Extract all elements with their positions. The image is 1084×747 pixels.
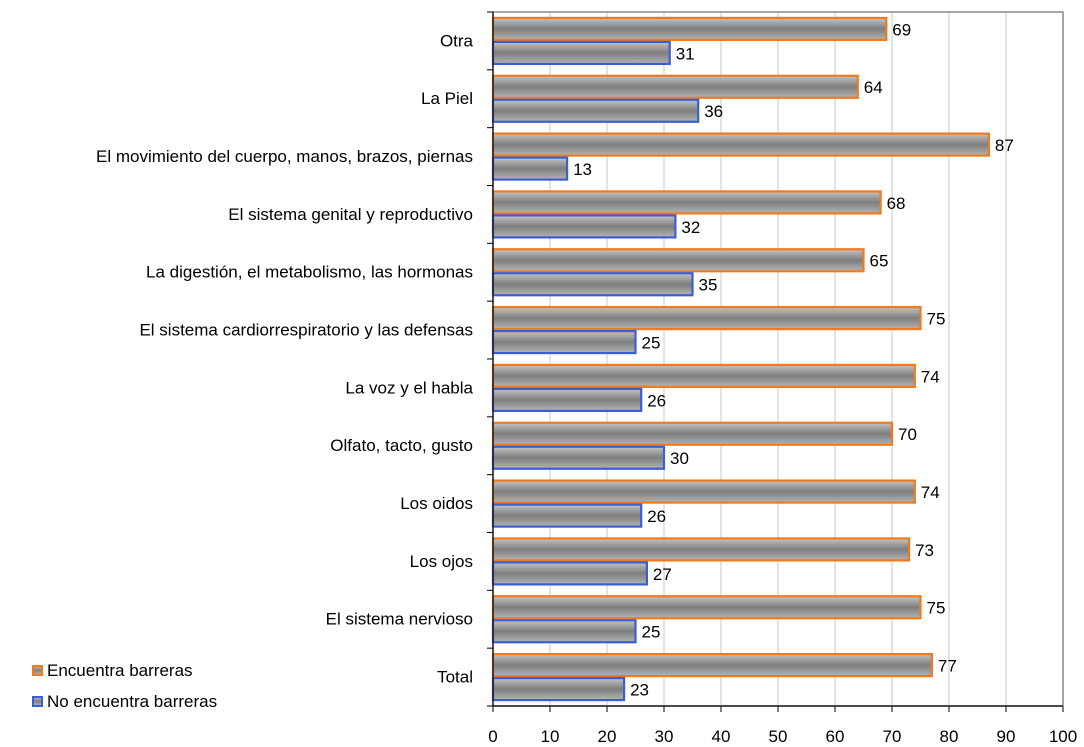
data-label: 77 <box>938 657 957 676</box>
data-label: 68 <box>887 194 906 213</box>
bar-encuentra <box>491 248 865 273</box>
data-label: 87 <box>995 136 1014 155</box>
bar-encuentra <box>491 479 916 504</box>
x-tick-label: 80 <box>940 727 959 746</box>
data-label: 36 <box>704 102 723 121</box>
bar-encuentra <box>491 305 922 331</box>
bar-no-encuentra <box>491 329 637 355</box>
bar-no-encuentra <box>491 214 677 239</box>
category-label: Olfato, tacto, gusto <box>330 436 473 455</box>
category-label: Los oidos <box>400 494 473 513</box>
data-label: 35 <box>699 276 718 295</box>
legend-item-encuentra: Encuentra barreras <box>32 655 217 686</box>
legend-label-encuentra: Encuentra barreras <box>47 660 193 680</box>
data-label: 27 <box>653 565 672 584</box>
bar-no-encuentra <box>491 445 666 470</box>
bar-encuentra <box>491 132 990 157</box>
category-label: Otra <box>440 31 474 50</box>
x-tick-label: 90 <box>997 727 1016 746</box>
x-tick-label: 100 <box>1049 727 1077 746</box>
category-label: La digestión, el metabolismo, las hormon… <box>146 263 473 282</box>
data-label: 26 <box>647 507 666 526</box>
legend-swatch-encuentra <box>32 665 43 676</box>
legend-swatch-no-encuentra <box>32 696 43 707</box>
data-label: 25 <box>642 334 661 353</box>
bar-no-encuentra <box>491 676 626 702</box>
data-label: 74 <box>921 483 940 502</box>
data-label: 30 <box>670 449 689 468</box>
legend-label-no-encuentra: No encuentra barreras <box>47 691 218 711</box>
x-tick-label: 30 <box>655 727 674 746</box>
data-label: 70 <box>898 425 917 444</box>
bar-encuentra <box>491 16 888 42</box>
labels: 69 31 Otra 64 36 La Piel 87 13 El movimiento del… <box>96 20 1014 699</box>
data-label: 65 <box>870 252 889 271</box>
data-label: 25 <box>642 623 661 642</box>
category-label: El sistema genital y reproductivo <box>228 205 473 224</box>
bar-encuentra <box>491 190 882 215</box>
legend-item-no-encuentra: No encuentra barreras <box>32 686 217 717</box>
data-label: 64 <box>864 78 883 97</box>
bar-encuentra <box>491 421 894 446</box>
data-label: 32 <box>681 218 700 237</box>
bar-encuentra <box>491 74 859 99</box>
data-label: 23 <box>630 681 649 700</box>
category-label: La Piel <box>421 89 473 108</box>
x-tick-label: 20 <box>598 727 617 746</box>
bar-no-encuentra <box>491 98 700 123</box>
x-tick-label: 40 <box>712 727 731 746</box>
bar-encuentra <box>491 537 911 562</box>
x-tick-label: 70 <box>883 727 902 746</box>
category-label: El sistema nervioso <box>326 610 473 629</box>
x-tick-label: 10 <box>541 727 560 746</box>
data-label: 74 <box>921 367 940 386</box>
data-label: 73 <box>915 541 934 560</box>
bar-encuentra <box>491 595 922 620</box>
category-label: Total <box>437 668 473 687</box>
bar-no-encuentra <box>491 619 637 644</box>
bar-no-encuentra <box>491 272 694 297</box>
data-label: 26 <box>647 391 666 410</box>
data-label: 75 <box>927 599 946 618</box>
axes: 0 10 20 30 40 50 60 70 80 90 100 <box>487 11 1077 746</box>
bar-no-encuentra <box>491 156 569 181</box>
bars <box>491 16 990 702</box>
bar-encuentra <box>491 652 933 678</box>
x-tick-label: 60 <box>826 727 845 746</box>
data-label: 69 <box>892 20 911 39</box>
data-label: 75 <box>927 310 946 329</box>
data-label: 31 <box>676 44 695 63</box>
category-label: Los ojos <box>410 552 473 571</box>
category-label: La voz y el habla <box>345 378 473 397</box>
category-label: El sistema cardiorrespiratorio y las def… <box>139 321 473 340</box>
category-label: El movimiento del cuerpo, manos, brazos,… <box>96 147 473 166</box>
bar-no-encuentra <box>491 40 671 66</box>
bar-no-encuentra <box>491 503 643 528</box>
x-tick-label: 0 <box>488 727 497 746</box>
bar-encuentra <box>491 363 916 389</box>
x-tick-label: 50 <box>769 727 788 746</box>
legend: Encuentra barreras No encuentra barreras <box>32 655 217 717</box>
bar-no-encuentra <box>491 561 648 586</box>
data-label: 13 <box>573 160 592 179</box>
bar-no-encuentra <box>491 387 643 413</box>
